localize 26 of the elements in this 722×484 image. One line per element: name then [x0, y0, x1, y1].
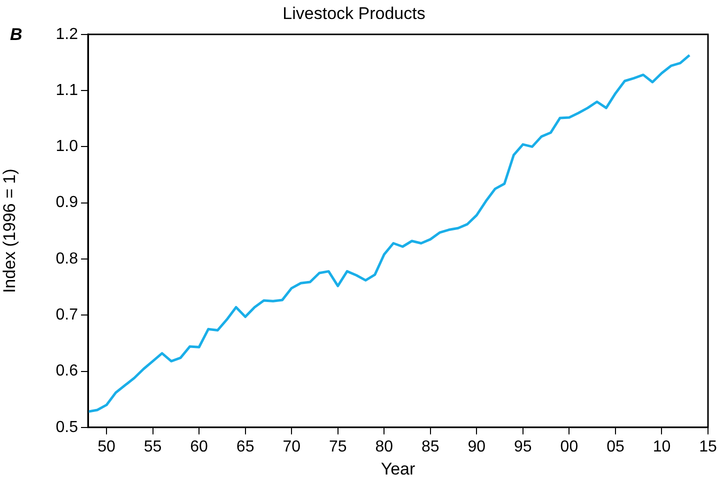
- y-tick-label: 0.6: [56, 362, 78, 380]
- x-tick-label: 90: [468, 438, 486, 456]
- x-tick-label: 15: [699, 438, 717, 456]
- x-tick-label: 00: [560, 438, 578, 456]
- y-tick-label: 0.9: [56, 194, 78, 212]
- y-axis-title: Index (1996 = 1): [0, 168, 19, 294]
- y-tick-label: 0.5: [56, 418, 78, 436]
- y-tick-label: 0.8: [56, 250, 78, 268]
- x-tick-label: 80: [375, 438, 394, 456]
- x-tick-label: 95: [514, 438, 532, 456]
- y-tick-label: 0.7: [56, 306, 78, 324]
- chart-title: Livestock Products: [282, 4, 426, 23]
- x-tick-label: 10: [652, 438, 671, 456]
- y-tick-label: 1.0: [56, 138, 78, 156]
- x-tick-label: 75: [328, 438, 347, 456]
- text: B: [10, 25, 22, 44]
- x-tick-label: 50: [98, 438, 116, 456]
- x-tick-label: 05: [606, 438, 624, 456]
- x-tick-label: 70: [282, 438, 301, 456]
- x-tick-label: 60: [190, 438, 208, 456]
- x-tick-label: 55: [144, 438, 162, 456]
- x-tick-label: 65: [236, 438, 254, 456]
- y-tick-label: 1.2: [56, 26, 78, 43]
- y-tick-label: 1.1: [56, 82, 78, 99]
- x-axis-title: Year: [380, 459, 416, 478]
- x-tick-label: 85: [421, 438, 440, 456]
